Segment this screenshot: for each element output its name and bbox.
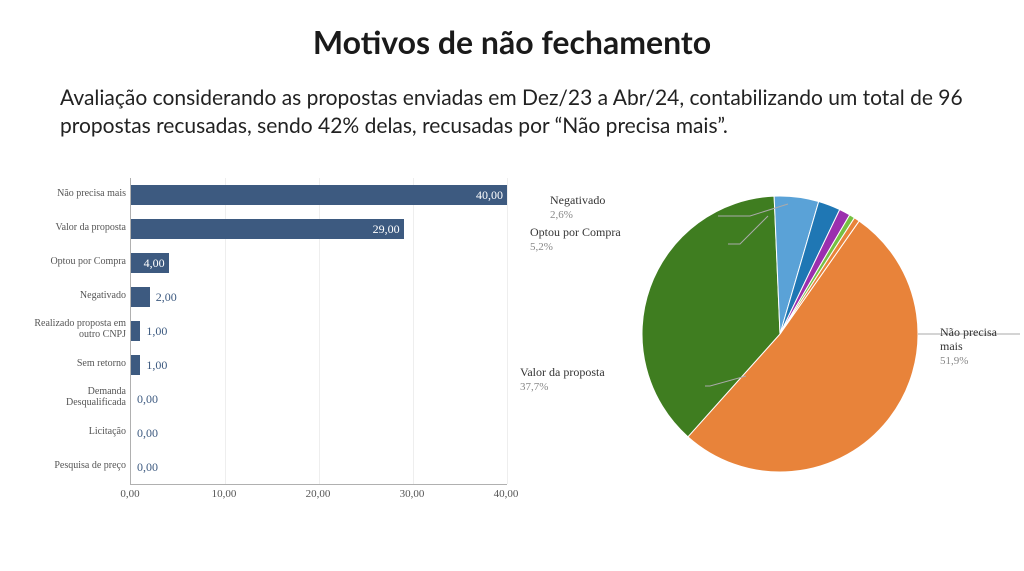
- bar-plot-area: 40,00 29,00 4,00 2,00 1,00 1,00 0,00 0,00 0,00: [130, 178, 507, 485]
- bar-category-label: Valor da proposta: [8, 222, 126, 233]
- bar-gridline: [507, 178, 508, 484]
- bar-x-tick: 20,00: [306, 488, 331, 500]
- bar-x-tick: 0,00: [120, 488, 139, 500]
- bar: [131, 185, 507, 205]
- bar: [131, 287, 150, 307]
- pie-slice-label: Não precisa mais51,9%: [940, 326, 1020, 367]
- pie-slice-label: Valor da proposta37,7%: [520, 366, 605, 394]
- pie-slice-label: Negativado2,6%: [550, 194, 605, 222]
- pie-chart: Não precisa mais51,9% Valor da proposta37…: [520, 176, 1020, 516]
- bar-category-label: Optou por Compra: [8, 256, 126, 267]
- bar: [131, 219, 404, 239]
- bar-category-label: Sem retorno: [8, 358, 126, 369]
- bar-x-tick: 10,00: [212, 488, 237, 500]
- bar-value-label: 4,00: [144, 253, 165, 273]
- bar-value-label: 40,00: [476, 185, 503, 205]
- bar-value-label: 1,00: [146, 355, 167, 375]
- bar-x-tick: 40,00: [494, 488, 519, 500]
- bar-category-label: Licitação: [8, 426, 126, 437]
- page-title: Motivos de não fechamento: [0, 22, 1024, 61]
- bar-category-label: Não precisa mais: [8, 188, 126, 199]
- bar-value-label: 29,00: [373, 219, 400, 239]
- bar-category-label: Realizado proposta emoutro CNPJ: [8, 318, 126, 340]
- bar-gridline: [413, 178, 414, 484]
- bar-x-tick: 30,00: [400, 488, 425, 500]
- bar: [131, 321, 140, 341]
- bar-value-label: 0,00: [137, 389, 158, 409]
- page-subtitle: Avaliação considerando as propostas envi…: [60, 84, 964, 141]
- pie-svg: [620, 186, 940, 486]
- bar-value-label: 0,00: [137, 423, 158, 443]
- bar-value-label: 2,00: [156, 287, 177, 307]
- bar-chart: 40,00 29,00 4,00 2,00 1,00 1,00 0,00 0,00 0,00 0…: [8, 178, 510, 518]
- charts-row: 40,00 29,00 4,00 2,00 1,00 1,00 0,00 0,00 0,00 0…: [0, 178, 1024, 558]
- bar-category-label: DemandaDesqualificada: [8, 386, 126, 408]
- bar-category-label: Pesquisa de preço: [8, 460, 126, 471]
- bar-value-label: 1,00: [146, 321, 167, 341]
- bar-category-label: Negativado: [8, 290, 126, 301]
- slide: Motivos de não fechamento Avaliação cons…: [0, 0, 1024, 571]
- bar: [131, 355, 140, 375]
- pie-slice-label: Optou por Compra5,2%: [530, 226, 621, 254]
- bar-value-label: 0,00: [137, 457, 158, 477]
